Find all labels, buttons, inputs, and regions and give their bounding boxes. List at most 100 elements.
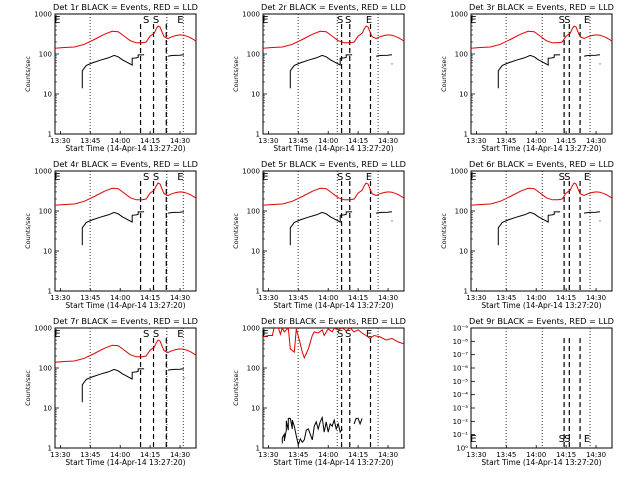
x-tick-label: 14:30 [170,294,190,302]
marker-e: E [54,172,60,183]
marker-s: S [337,329,343,340]
marker-s: S [345,329,351,340]
x-tick-label: 13:45 [80,294,100,302]
x-tick-label: 14:15 [556,294,576,302]
series-group [55,182,196,246]
marker-e: E [54,15,60,26]
x-tick-label: 13:30 [50,294,70,302]
series-group [55,25,196,89]
x-axis-label: Start Time (14-Apr-14 13:27:20) [481,144,601,153]
x-tick-label: 14:30 [378,137,398,145]
series-segment-events [168,54,184,57]
x-tick-label: 13:30 [466,451,486,459]
panel-title: Det 6r BLACK = Events, RED = LLD [469,159,614,169]
x-axis-label: Start Time (14-Apr-14 13:27:20) [481,301,601,310]
y-tick-label: 10 [251,91,260,99]
y-tick-label: 1 [256,131,260,139]
y-tick-label: 100 [247,365,260,373]
x-tick-label: 13:30 [50,451,70,459]
x-tick-label: 14:00 [110,451,130,459]
marker-e: E [470,434,476,445]
y-tick-label: 10 [459,248,468,256]
series-segment-events [376,54,392,57]
y-tick-label: 10⁻³ [453,405,469,413]
marker-s: S [564,172,570,183]
x-tick-label: 14:15 [140,137,160,145]
plot-frame [54,170,197,292]
y-tick-label: 1000 [34,168,52,176]
series-line-lld [471,182,612,206]
x-tick-label: 14:30 [378,294,398,302]
plot-frame [54,13,197,135]
y-tick-label: 10⁻⁷ [453,351,469,359]
series-line-lld [263,25,404,49]
y-tick-label: 1000 [242,11,260,19]
panel-title: Det 4r BLACK = Events, RED = LLD [53,159,198,169]
x-axis-label: Start Time (14-Apr-14 13:27:20) [65,458,185,467]
plot-frame [54,327,197,449]
marker-e: E [366,15,372,26]
series-segment-events [168,211,184,214]
x-tick-label: 14:00 [526,137,546,145]
y-tick-label: 100 [455,208,468,216]
x-tick-label: 14:15 [348,451,368,459]
x-tick-label: 14:15 [348,294,368,302]
series-line-events [81,54,145,89]
series-group [263,182,404,246]
marker-e: E [584,15,590,26]
x-tick-label: 13:45 [80,451,100,459]
series-group [55,339,196,403]
x-tick-label: 13:30 [466,137,486,145]
marker-e: E [54,329,60,340]
marker-e: E [584,434,590,445]
y-tick-label: 100 [247,208,260,216]
y-tick-label: 1000 [450,11,468,19]
panel-4: Det 4r BLACK = Events, RED = LLD E S S E 13:3… [24,159,198,310]
marker-e: E [177,15,183,26]
x-tick-label: 13:45 [80,137,100,145]
x-tick-label: 14:00 [318,137,338,145]
series-line-lld [55,25,196,49]
x-axis-label: Start Time (14-Apr-14 13:27:20) [273,144,393,153]
panel-title: Det 5r BLACK = Events, RED = LLD [261,159,406,169]
series-line-events [497,211,561,246]
marker-e: E [470,172,476,183]
series-line-events [81,368,145,403]
x-tick-label: 13:45 [288,294,308,302]
marker-e: E [470,15,476,26]
y-axis-label: Counts/sec [24,56,32,92]
x-tick-label: 13:45 [496,451,516,459]
series-line-events [289,54,353,89]
marker-s: S [153,15,159,26]
series-group [471,182,612,246]
x-tick-label: 14:15 [556,451,576,459]
y-tick-label: 10 [251,405,260,413]
marker-s: S [345,172,351,183]
panel-title: Det 7r BLACK = Events, RED = LLD [53,316,198,326]
x-axis-label: Start Time (14-Apr-14 13:27:20) [65,301,185,310]
x-tick-label: 14:30 [586,451,606,459]
marker-s: S [559,172,565,183]
y-tick-label: 100 [455,51,468,59]
plot-frame [262,327,405,449]
panel-title: Det 9r BLACK = Events, RED = LLD [469,316,614,326]
panel-9: Det 9r BLACK = Events, RED = LLD E S S E 13:3… [453,316,614,467]
y-tick-label: 100 [39,365,52,373]
y-tick-label: 10 [251,248,260,256]
plot-frame [470,170,613,292]
marker-s: S [143,172,149,183]
y-tick-label: 1 [48,445,52,453]
y-tick-label: 1000 [450,168,468,176]
x-tick-label: 13:30 [50,137,70,145]
panel-5: Det 5r BLACK = Events, RED = LLD E S S E 13:3… [232,159,406,310]
x-tick-label: 14:00 [526,294,546,302]
panel-title: Det 3r BLACK = Events, RED = LLD [469,2,614,12]
x-tick-label: 13:30 [258,451,278,459]
series-group [263,328,404,447]
y-tick-label: 10⁻⁴ [453,391,469,399]
series-group [471,25,612,89]
y-tick-label: 1 [464,131,468,139]
series-line-lld [471,25,612,49]
panel-1: Det 1r BLACK = Events, RED = LLD E S S E 13:3… [24,2,198,153]
